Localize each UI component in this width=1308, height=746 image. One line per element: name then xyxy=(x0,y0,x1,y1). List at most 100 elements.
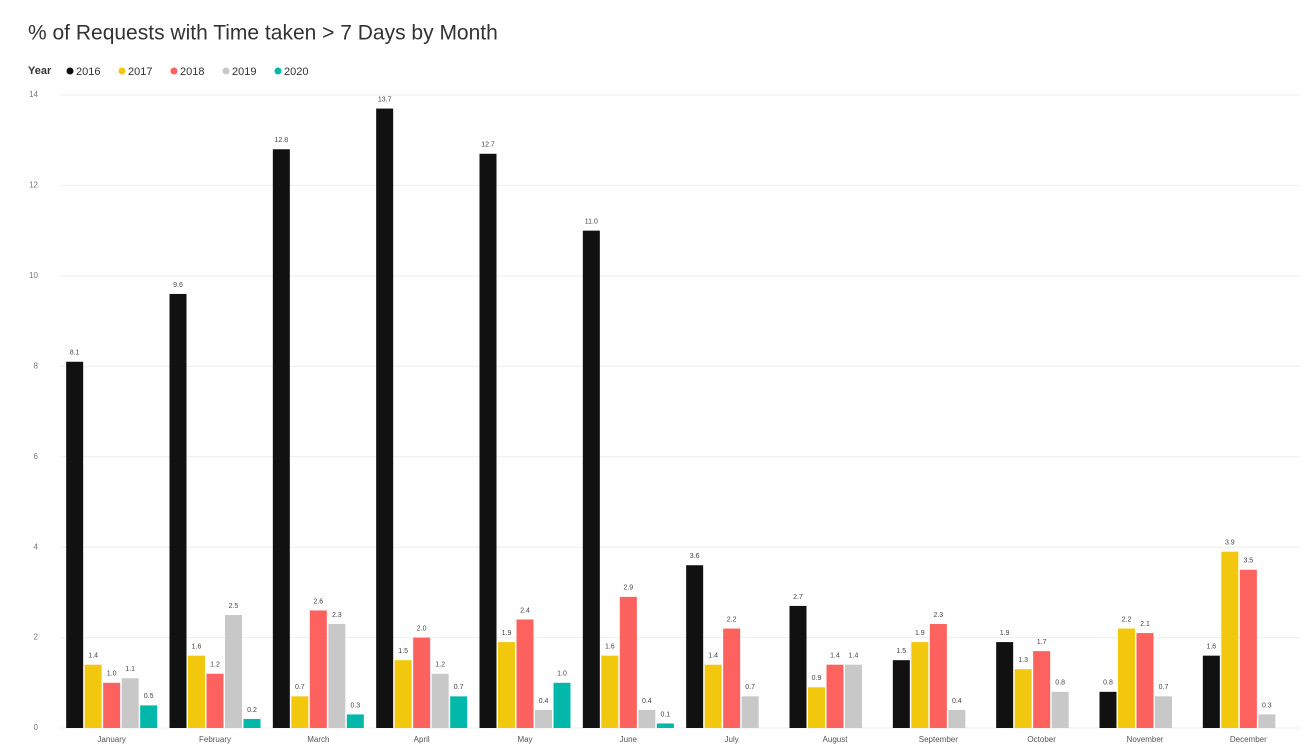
bar xyxy=(1014,669,1032,728)
x-tick-label: March xyxy=(307,735,329,744)
x-tick-label: December xyxy=(1230,735,1267,744)
y-tick-label: 4 xyxy=(34,542,39,551)
data-label: 0.7 xyxy=(745,684,755,691)
bar xyxy=(394,660,412,728)
data-label: 0.7 xyxy=(454,684,464,691)
data-label: 2.3 xyxy=(332,612,342,619)
data-label: 2.0 xyxy=(417,625,427,632)
bar xyxy=(892,660,910,728)
data-label: 13.7 xyxy=(378,96,392,103)
data-label: 0.9 xyxy=(812,675,822,682)
bar xyxy=(656,723,674,728)
data-label: 2.6 xyxy=(313,598,323,605)
data-label: 1.6 xyxy=(1206,644,1216,651)
bar xyxy=(1033,651,1051,728)
data-label: 1.5 xyxy=(398,648,408,655)
bar xyxy=(103,682,121,728)
data-label: 1.3 xyxy=(1018,657,1028,664)
data-label: 1.4 xyxy=(830,653,840,660)
bar xyxy=(479,153,497,728)
data-label: 2.5 xyxy=(229,603,239,610)
bar xyxy=(686,565,704,728)
y-tick-label: 8 xyxy=(34,361,39,370)
bar xyxy=(431,673,449,728)
data-label: 1.4 xyxy=(708,653,718,660)
legend-marker xyxy=(66,67,74,75)
data-label: 2.7 xyxy=(793,594,803,601)
data-label: 3.9 xyxy=(1225,540,1235,547)
bar xyxy=(1118,628,1135,728)
bar xyxy=(1136,633,1154,728)
data-label: 2.1 xyxy=(1140,621,1150,628)
data-label: 1.2 xyxy=(435,662,445,669)
data-label: 0.3 xyxy=(1262,702,1272,709)
legend-marker xyxy=(274,67,282,75)
bar xyxy=(225,614,242,728)
data-label: 1.5 xyxy=(896,648,906,655)
legend-label: 2019 xyxy=(232,66,256,78)
data-label: 1.0 xyxy=(107,671,117,678)
y-tick-label: 12 xyxy=(29,181,38,190)
bar xyxy=(1099,691,1117,728)
bar xyxy=(582,230,600,728)
data-label: 0.2 xyxy=(247,707,257,714)
legend-marker xyxy=(118,67,126,75)
bar xyxy=(638,709,656,728)
bar xyxy=(1051,691,1069,728)
bar xyxy=(601,655,619,728)
data-label: 9.6 xyxy=(173,282,183,289)
x-tick-label: July xyxy=(725,735,739,744)
bar xyxy=(450,696,468,728)
x-tick-label: February xyxy=(199,735,231,744)
bar xyxy=(948,709,966,728)
data-label: 2.2 xyxy=(727,616,737,623)
data-label: 0.4 xyxy=(539,698,549,705)
bar xyxy=(808,687,825,728)
data-label: 3.5 xyxy=(1243,558,1253,565)
legend-label: 2018 xyxy=(180,66,204,78)
bar xyxy=(206,673,224,728)
data-label: 11.0 xyxy=(585,218,598,225)
bar xyxy=(911,642,929,728)
data-label: 12.7 xyxy=(481,142,495,149)
legend-label: 2017 xyxy=(128,66,152,78)
legend-marker xyxy=(170,67,178,75)
bar xyxy=(66,361,84,728)
data-label: 1.9 xyxy=(502,630,512,637)
x-tick-label: June xyxy=(620,735,638,744)
bar xyxy=(1155,696,1172,728)
data-label: 1.4 xyxy=(88,653,98,660)
bar xyxy=(845,664,862,728)
bar xyxy=(169,293,187,728)
data-label: 0.7 xyxy=(1159,684,1169,691)
data-label: 2.3 xyxy=(933,612,943,619)
bar xyxy=(704,664,722,728)
bar xyxy=(188,655,205,728)
legend-title: Year xyxy=(28,65,52,77)
bar xyxy=(84,664,102,728)
data-label: 0.4 xyxy=(952,698,962,705)
x-tick-label: September xyxy=(919,735,958,744)
bar xyxy=(516,619,534,728)
bar xyxy=(498,642,515,728)
data-label: 1.9 xyxy=(1000,630,1010,637)
data-label: 2.4 xyxy=(520,607,530,614)
y-tick-label: 6 xyxy=(34,452,39,461)
data-label: 0.7 xyxy=(295,684,305,691)
bar xyxy=(1258,714,1276,728)
data-label: 0.3 xyxy=(350,702,360,709)
bar xyxy=(1239,569,1257,728)
data-label: 0.4 xyxy=(642,698,652,705)
data-label: 1.4 xyxy=(849,653,859,660)
bar xyxy=(376,108,394,729)
data-label: 1.9 xyxy=(915,630,925,637)
data-label: 0.5 xyxy=(144,693,154,700)
x-tick-label: January xyxy=(97,735,125,744)
bar xyxy=(929,624,947,728)
chart-title: % of Requests with Time taken > 7 Days b… xyxy=(28,22,498,45)
x-tick-label: November xyxy=(1127,735,1164,744)
bar xyxy=(328,624,346,728)
data-label: 8.1 xyxy=(70,350,80,357)
bar xyxy=(535,709,552,728)
